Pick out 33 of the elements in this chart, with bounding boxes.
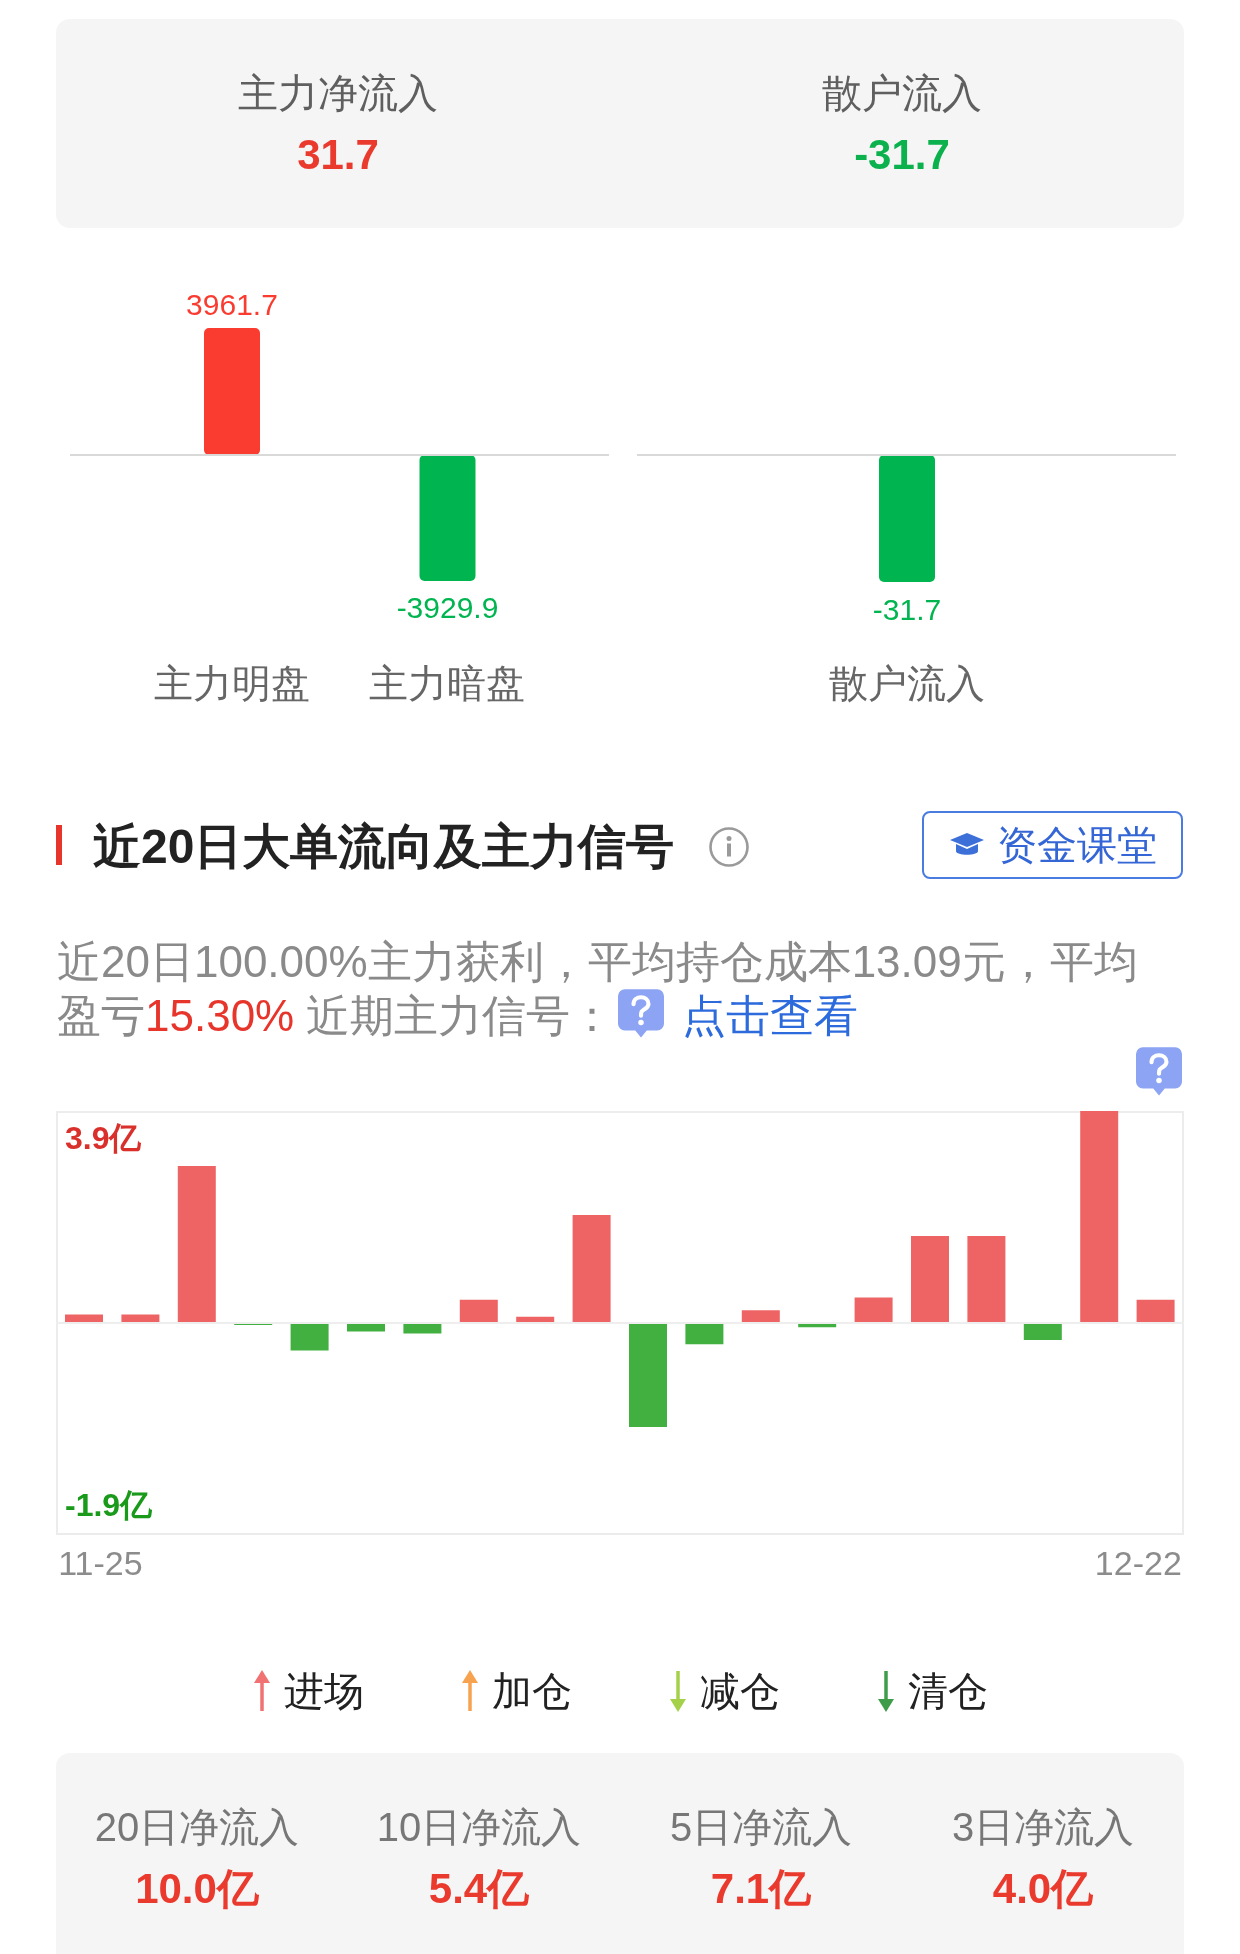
text: 近20日100.00%主力获利，平均持仓成本13.09元，平均 — [57, 937, 1138, 986]
text: -1.9亿 — [65, 1487, 153, 1523]
data-label: 10.0亿 — [135, 1865, 259, 1912]
text: 减仓 — [700, 1668, 780, 1715]
data-label: 3961.7 — [186, 287, 278, 321]
data-label: 5.4亿 — [428, 1865, 530, 1912]
x-tick-label: 12-22 — [1094, 1544, 1182, 1582]
data-label: 4.0亿 — [992, 1865, 1094, 1912]
category-label: 3日净流入 — [951, 1805, 1135, 1849]
text: 加仓 — [492, 1668, 572, 1715]
text: 清仓 — [908, 1668, 988, 1715]
text: 资金课堂 — [996, 822, 1157, 869]
x-tick-label: 主力暗盘 — [369, 661, 526, 705]
text: 进场 — [284, 1668, 364, 1715]
text: 点击查看 — [682, 990, 859, 1042]
category-label: 5日净流入 — [669, 1805, 853, 1849]
category-label: 10日净流入 — [376, 1805, 582, 1849]
category-label: 散户流入 — [822, 71, 982, 115]
x-tick-label: 11-25 — [58, 1544, 143, 1582]
text: 盈亏 — [57, 990, 145, 1042]
x-tick-label: 散户流入 — [828, 661, 985, 705]
data-label: 7.1亿 — [710, 1865, 812, 1912]
chart-title: 近20日大单流向及主力信号 — [93, 819, 675, 875]
data-label: -31.7 — [872, 592, 942, 626]
text: 近期主力信号： — [306, 990, 615, 1042]
data-label: -31.7 — [854, 131, 950, 178]
annotation: 3.9亿 — [65, 1120, 142, 1156]
category-label: 20日净流入 — [94, 1805, 300, 1849]
text: 15.30% — [145, 990, 295, 1042]
category-label: 主力净流入 — [238, 71, 438, 115]
data-label: 31.7 — [297, 131, 379, 178]
data-label: -3929.9 — [396, 591, 499, 625]
x-tick-label: 主力明盘 — [153, 661, 310, 705]
